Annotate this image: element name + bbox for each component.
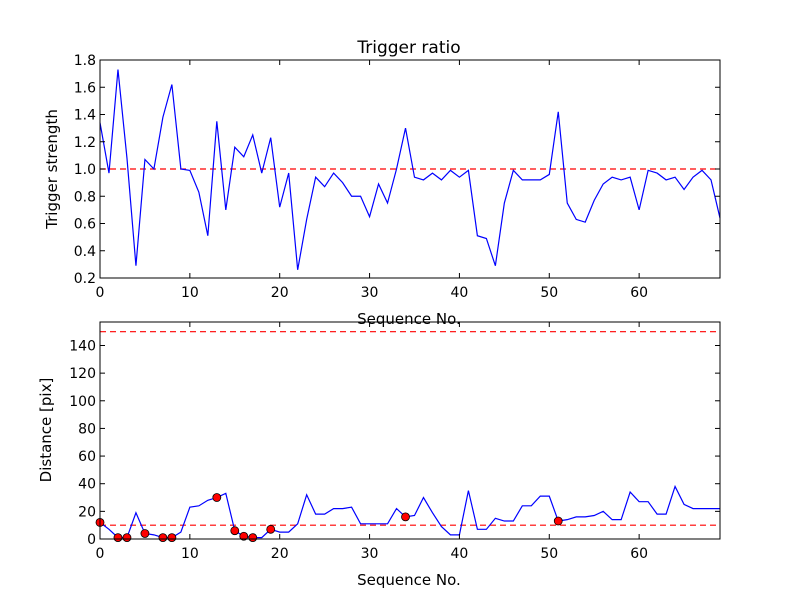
y-tick-label: 0.2: [74, 271, 96, 287]
data-point-marker: [122, 533, 132, 543]
x-tick-label: 50: [540, 546, 558, 562]
x-tick-label: 40: [451, 546, 469, 562]
x-tick-label: 10: [181, 546, 199, 562]
series-line: [99, 69, 721, 270]
data-point-marker: [212, 493, 222, 502]
y-tick-label: 0.8: [74, 189, 96, 205]
chart-title: Trigger ratio: [356, 38, 460, 58]
x-tick-label: 50: [540, 285, 558, 301]
y-axis-label: Distance [pix]: [37, 378, 55, 483]
x-tick-label: 30: [361, 546, 379, 562]
y-tick-label: 1.4: [74, 108, 96, 124]
distance-chart: Sequence No. Distance [pix] 0 10 20 30 40 50 6…: [37, 321, 721, 589]
y-tick-label: 0.6: [74, 217, 96, 233]
y-tick-label: 0.4: [74, 244, 96, 260]
x-tick-label: 0: [96, 285, 105, 301]
y-tick-label: 100: [69, 394, 96, 410]
x-tick-label: 10: [181, 285, 199, 301]
x-tick-label: 30: [361, 285, 379, 301]
y-tick-label: 40: [78, 477, 96, 493]
x-tick-label: 60: [630, 546, 648, 562]
series-line: [99, 484, 720, 539]
x-axis-label: Sequence No.: [357, 310, 461, 328]
x-tick-label: 20: [271, 285, 289, 301]
y-tick-label: 80: [78, 421, 96, 437]
data-point-marker: [158, 533, 168, 543]
data-point-marker: [239, 531, 249, 541]
x-tick-label: 60: [630, 285, 648, 301]
y-tick-label: 60: [78, 449, 96, 465]
y-tick-label: 120: [69, 366, 96, 382]
data-point-marker: [167, 533, 177, 543]
y-tick-label: 0: [87, 532, 96, 548]
data-point-marker: [140, 529, 150, 538]
y-tick-label: 1.8: [74, 53, 96, 69]
data-point-marker: [230, 526, 240, 536]
x-axis-label: Sequence No.: [357, 571, 461, 589]
x-tick-label: 40: [451, 285, 469, 301]
data-point-marker: [113, 533, 123, 543]
y-tick-label: 140: [69, 338, 96, 354]
y-tick-label: 1.6: [74, 80, 96, 96]
data-point-marker: [248, 533, 258, 543]
trigger-ratio-chart: Trigger ratio Sequence No. Trigger stren…: [43, 38, 721, 328]
data-point-marker: [553, 516, 563, 526]
data-point-marker: [266, 524, 276, 534]
y-tick-label: 1.2: [74, 135, 96, 151]
plot-frame: [99, 321, 721, 540]
y-axis-label: Trigger strength: [43, 109, 61, 230]
x-tick-label: 0: [96, 546, 105, 562]
x-tick-label: 20: [271, 546, 289, 562]
data-point-marker: [401, 512, 410, 522]
y-tick-label: 20: [78, 504, 96, 520]
y-tick-label: 1.0: [74, 162, 96, 178]
